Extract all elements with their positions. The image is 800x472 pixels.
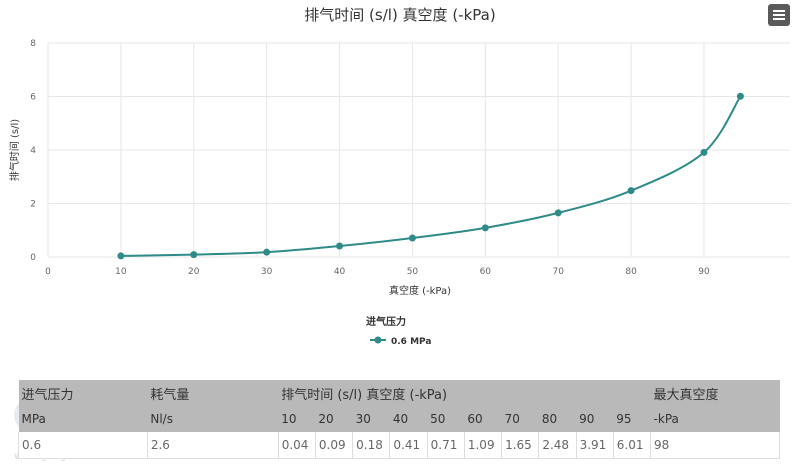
y-tick-label: 2 [30,200,36,210]
vacuum-level: 20 [315,406,353,432]
cell-time: 0.04 [278,432,316,459]
header-max-vacuum: 最大真空度 [650,380,780,406]
data-point [554,209,562,217]
cell-time: 0.41 [389,432,428,459]
spec-table: 进气压力 耗气量 排气时间 (s/l) 真空度 (-kPa) 最大真空度 MPa… [18,380,780,459]
x-tick-label: 0 [45,267,51,277]
legend-marker [374,336,382,344]
y-tick-label: 4 [30,146,36,156]
data-point [336,242,344,250]
cell-time: 2.48 [538,432,577,459]
series-line [120,95,742,257]
x-tick-label: 60 [480,267,492,277]
vacuum-level: 90 [576,406,614,432]
table-row: 0.6 2.6 0.04 0.09 0.18 0.41 0.71 1.09 1.… [18,432,780,459]
unit-max-vacuum: -kPa [650,406,780,432]
header-intake-pressure: 进气压力 [18,380,148,406]
header-air-consumption: 耗气量 [147,380,279,406]
unit-consumption: Nl/s [147,406,279,432]
x-tick-label: 20 [188,267,200,277]
table-subheader-row: MPa Nl/s 10 20 30 40 50 60 70 80 90 95 -… [18,406,780,432]
x-tick-label: 40 [334,267,346,277]
data-point [408,234,416,242]
x-tick-label: 30 [261,267,273,277]
cell-time: 1.09 [464,432,503,459]
y-axis-label: 排气时间 (s/l) [8,119,21,181]
y-tick-label: 0 [30,253,36,263]
cell-time: 1.65 [501,432,540,459]
unit-pressure: MPa [18,406,148,432]
cell-max-vacuum: 98 [650,432,780,459]
vacuum-level: 80 [538,406,577,432]
data-point [736,92,744,100]
data-point [700,148,708,156]
x-tick-label: 10 [115,267,127,277]
data-point [117,252,125,260]
cell-time: 6.01 [613,432,652,459]
y-tick-label: 8 [30,39,36,49]
vacuum-level: 70 [501,406,539,432]
vacuum-level: 60 [464,406,502,432]
x-axis-label: 真空度 (-kPa) [389,284,451,297]
data-point [263,248,271,256]
x-tick-label: 70 [552,267,564,277]
vacuum-level: 10 [278,406,316,432]
vacuum-level: 30 [352,406,390,432]
table-header-row: 进气压力 耗气量 排气时间 (s/l) 真空度 (-kPa) 最大真空度 [18,380,780,406]
chart-title: 排气时间 (s/l) 真空度 (-kPa) [304,6,495,24]
x-tick-label: 80 [625,267,637,277]
cell-time: 3.91 [576,432,614,459]
cell-pressure: 0.6 [18,432,148,459]
legend-item-label: 0.6 MPa [391,337,431,347]
cell-time: 0.09 [315,432,354,459]
data-point [481,224,489,232]
vacuum-level: 40 [389,406,428,432]
line-chart: 排气时间 (s/l) 真空度 (-kPa)0 10 20 30 40 50 60 70 80 90… [8,6,790,347]
cell-time: 0.71 [427,432,465,459]
cell-time: 0.18 [352,432,391,459]
x-tick-label: 50 [407,267,419,277]
legend-title: 进气压力 [366,315,406,328]
chart-area: 排气时间 (s/l) 真空度 (-kPa) 0 10 20 30 40 50 60 70 80 90… [8,4,790,347]
hamburger-menu-icon[interactable] [768,4,790,26]
y-tick-label: 6 [30,93,36,103]
cell-consumption: 2.6 [147,432,279,459]
vacuum-level: 50 [427,406,465,432]
data-point [627,187,635,195]
data-point [190,251,198,259]
x-tick-label: 90 [698,267,710,277]
header-exhaust-time: 排气时间 (s/l) 真空度 (-kPa) [278,380,651,406]
vacuum-level: 95 [613,406,651,432]
